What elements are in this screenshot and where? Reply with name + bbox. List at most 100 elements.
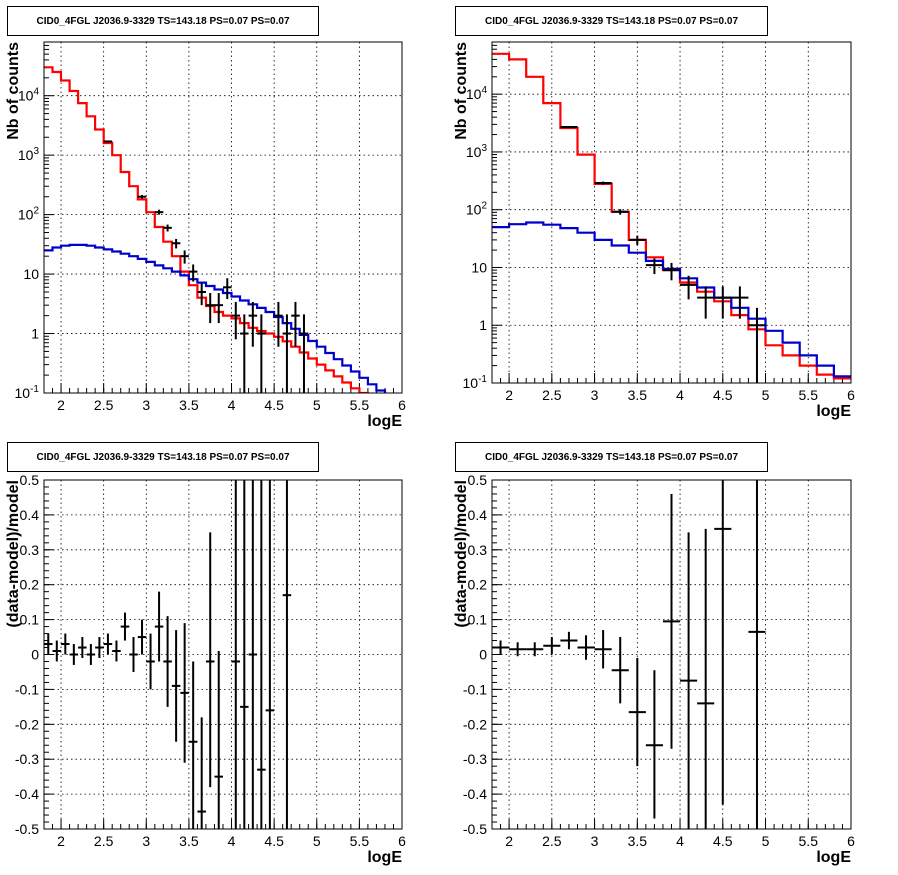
x-tick-label: 4 <box>676 833 684 849</box>
data-point <box>492 640 510 655</box>
data-point <box>95 637 104 658</box>
chart-panel-4: 2 2.5 3 3.5 4 4.5 5 5.5 6 -0.5 -0.4 -0.3 -0.2 -0.1 0 0.… <box>453 472 855 866</box>
x-tick-label: 3 <box>142 397 150 413</box>
x-axis-label: logE <box>816 849 851 866</box>
y-axis-label: (data-model)/model <box>5 480 22 628</box>
y-tick-label: 103 <box>466 143 488 160</box>
y-tick-label: 102 <box>18 206 40 223</box>
x-tick-label: 3 <box>591 833 599 849</box>
x-tick-label: 4.5 <box>264 833 284 849</box>
y-tick-label: 0 <box>479 647 487 663</box>
y-tick-label: 0.3 <box>20 542 40 558</box>
data-point <box>205 293 215 324</box>
x-axis-label: logE <box>367 849 402 866</box>
data-point <box>680 275 698 300</box>
y-axis-label: Nb of counts <box>5 42 22 140</box>
x-tick-label: 4 <box>228 833 236 849</box>
data-point <box>197 717 206 829</box>
y-tick-label: 10 <box>23 266 39 282</box>
data-point <box>662 262 681 281</box>
data-point <box>137 194 147 199</box>
data-point <box>171 630 181 742</box>
data-point <box>163 224 172 232</box>
data-point <box>274 301 283 347</box>
data-point <box>188 661 198 829</box>
data-point <box>697 528 715 829</box>
x-tick-label: 4 <box>228 397 236 413</box>
data-point <box>154 209 164 215</box>
chart-panel-1: 2 2.5 3 3.5 4 4.5 5 5.5 6 10-1 1 10 102 103 104 logE Nb … <box>5 41 406 430</box>
y-tick-label: -0.1 <box>15 681 39 697</box>
y-tick-label: -0.2 <box>463 716 487 732</box>
plot-area <box>44 480 292 829</box>
y-tick-label: 0.4 <box>20 507 40 523</box>
y-tick-label: 104 <box>18 87 40 104</box>
data-point <box>223 278 232 300</box>
x-tick-label: 2 <box>57 397 65 413</box>
x-tick-label: 5.5 <box>350 833 370 849</box>
data-point <box>594 181 612 185</box>
data-point <box>180 623 189 763</box>
data-point <box>231 301 241 340</box>
y-tick-label: 102 <box>466 201 488 218</box>
data-point <box>265 480 275 829</box>
x-tick-label: 3 <box>591 387 599 403</box>
data-point <box>611 637 629 704</box>
data-point <box>154 591 164 662</box>
y-tick-label: 10-1 <box>15 384 40 401</box>
data-point <box>299 314 309 393</box>
data-point <box>628 235 646 245</box>
chart-title: CID0_4FGL J2036.9-3329 TS=143.18 PS=0.07… <box>455 6 768 36</box>
chart-title: CID0_4FGL J2036.9-3329 TS=143.18 PS=0.07… <box>7 6 319 36</box>
x-tick-label: 4 <box>676 387 684 403</box>
data-point <box>662 493 681 749</box>
y-tick-label: 104 <box>466 85 488 102</box>
data-point <box>146 633 155 690</box>
y-tick-label: 0.3 <box>468 542 488 558</box>
data-point <box>680 532 698 829</box>
x-tick-label: 5 <box>313 397 321 413</box>
plot-frame <box>43 41 403 394</box>
x-tick-label: 3 <box>142 833 150 849</box>
data-point <box>748 307 766 383</box>
data-point <box>526 642 544 657</box>
data-point <box>240 480 249 829</box>
data-point <box>44 633 53 655</box>
chart-panel-3: 2 2.5 3 3.5 4 4.5 5 5.5 6 -0.5 -0.4 -0.3 -0.2 -0.1 0 0.… <box>5 472 406 866</box>
data-point <box>257 480 266 829</box>
data-point <box>52 640 62 662</box>
data-point <box>291 301 300 347</box>
data-point <box>509 642 527 657</box>
data-point <box>594 630 612 669</box>
y-tick-label: -0.1 <box>463 681 487 697</box>
data-point <box>611 209 629 215</box>
data-point <box>103 140 113 143</box>
y-tick-label: 0.1 <box>468 612 488 628</box>
y-tick-label: -0.4 <box>463 786 487 802</box>
x-tick-label: 5 <box>762 387 770 403</box>
x-tick-label: 3.5 <box>179 397 199 413</box>
x-tick-label: 5.5 <box>350 397 370 413</box>
x-tick-label: 2 <box>505 387 513 403</box>
chart-title: CID0_4FGL J2036.9-3329 TS=143.18 PS=0.07… <box>7 442 319 472</box>
y-tick-label: 0.4 <box>468 507 488 523</box>
y-tick-label: 1 <box>479 317 487 333</box>
x-tick-label: 3.5 <box>628 387 648 403</box>
data-point <box>120 612 130 641</box>
x-tick-label: 5.5 <box>799 387 819 403</box>
y-tick-label: 0.5 <box>468 472 488 488</box>
x-tick-label: 4.5 <box>264 397 284 413</box>
y-tick-label: 1 <box>31 326 39 342</box>
data-point <box>714 480 732 805</box>
x-tick-label: 6 <box>847 833 855 849</box>
data-point <box>61 633 70 655</box>
data-point <box>628 657 646 767</box>
x-tick-label: 4.5 <box>713 833 733 849</box>
x-tick-label: 2.5 <box>542 387 562 403</box>
x-tick-label: 3.5 <box>628 833 648 849</box>
data-point <box>282 314 292 393</box>
chart-title: CID0_4FGL J2036.9-3329 TS=143.18 PS=0.07… <box>455 442 768 472</box>
y-tick-label: 103 <box>18 146 40 163</box>
data-point <box>543 637 561 655</box>
